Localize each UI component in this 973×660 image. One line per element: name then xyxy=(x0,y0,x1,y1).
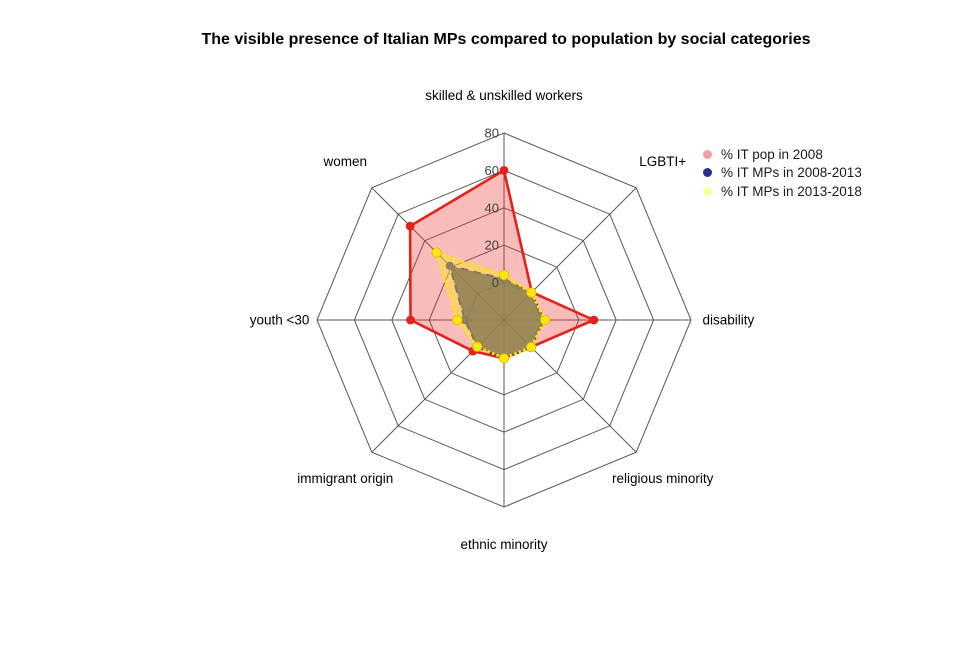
axis-tick-label: 80 xyxy=(485,126,499,141)
legend-item-label: % IT MPs in 2008-2013 xyxy=(721,165,862,181)
legend-item-label: % IT pop in 2008 xyxy=(721,146,823,162)
series-0-point-2 xyxy=(589,315,599,325)
category-label-6: youth <30 xyxy=(250,313,310,328)
legend-item: % IT pop in 2008 xyxy=(703,145,862,164)
category-label-7: women xyxy=(323,154,368,169)
legend: % IT pop in 2008 % IT MPs in 2008-2013 % I… xyxy=(703,145,862,201)
series-2-point-2 xyxy=(539,314,551,326)
series-0-point-0 xyxy=(499,166,509,175)
series-2-point-4 xyxy=(498,353,510,364)
legend-item: % IT MPs in 2008-2013 xyxy=(703,164,862,183)
axis-tick-label: 60 xyxy=(485,163,499,178)
category-label-5: immigrant origin xyxy=(297,471,393,486)
series-2-point-0 xyxy=(498,269,510,281)
series-2-point-1 xyxy=(526,287,537,298)
series-0-point-6 xyxy=(406,315,415,325)
series-1-point-6 xyxy=(460,315,469,325)
legend-marker-icon xyxy=(703,186,712,196)
axis-tick-label: 20 xyxy=(485,238,499,253)
legend-item-label: % IT MPs in 2013-2018 xyxy=(721,183,862,199)
series-polygon-2 xyxy=(435,251,547,360)
category-label-2: disability xyxy=(703,313,755,328)
series-2-point-7 xyxy=(431,247,442,258)
chart-title: The visible presence of Italian MPs comp… xyxy=(201,31,811,48)
category-label-4: ethnic minority xyxy=(460,537,547,552)
category-label-3: religious minority xyxy=(612,471,714,486)
series-2-point-3 xyxy=(525,341,537,353)
category-label-1: LGBTI+ xyxy=(639,154,686,169)
series-2-point-5 xyxy=(472,341,483,352)
axis-tick-label: 0 xyxy=(492,275,499,290)
series-1-point-7 xyxy=(445,261,454,270)
series-2-point-6 xyxy=(452,314,463,326)
axis-tick-label: 40 xyxy=(485,200,499,215)
category-label-0: skilled & unskilled workers xyxy=(425,88,583,103)
legend-marker-icon xyxy=(703,168,712,178)
legend-item: % IT MPs in 2013-2018 xyxy=(703,182,862,201)
legend-marker-icon xyxy=(703,149,712,159)
series-0-point-7 xyxy=(405,221,415,231)
